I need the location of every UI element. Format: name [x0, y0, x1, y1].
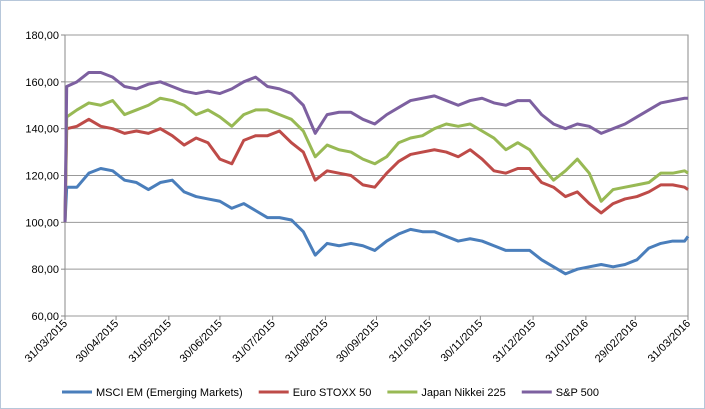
y-tick-label: 140,00 — [25, 124, 59, 136]
y-tick-label: 160,00 — [25, 77, 59, 89]
y-tick-label: 80,00 — [31, 264, 59, 276]
series-line — [63, 166, 690, 276]
legend-label: Japan Nikkei 225 — [421, 387, 505, 399]
y-tick-label: 120,00 — [25, 171, 59, 183]
y-tick-label: 60,00 — [31, 311, 59, 323]
series-line — [63, 96, 689, 223]
series-line — [63, 70, 688, 223]
legend-label: MSCI EM (Emerging Markets) — [96, 387, 243, 399]
y-tick-label: 100,00 — [25, 217, 59, 229]
y-tick-label: 180,00 — [25, 30, 59, 42]
legend-label: Euro STOXX 50 — [293, 387, 372, 399]
series-line — [63, 117, 689, 223]
legend-label: S&P 500 — [556, 387, 599, 399]
